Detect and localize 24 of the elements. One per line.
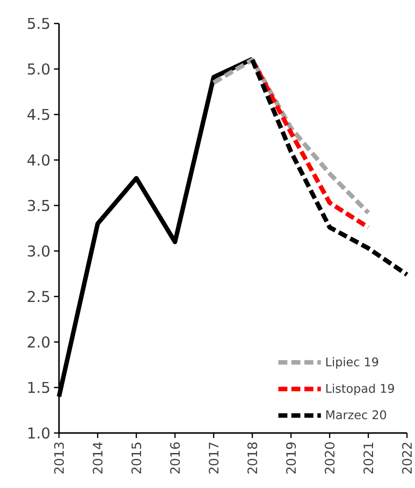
legend-label: Lipiec 19 — [326, 357, 378, 369]
x-tick-label: 2018 — [247, 442, 258, 474]
x-tick-label: 2020 — [324, 442, 335, 474]
x-tick-label: 2014 — [92, 442, 103, 474]
y-tick-label: 4.0 — [27, 154, 50, 166]
x-tick-label: 2013 — [54, 442, 64, 474]
y-tick-label: 3.5 — [28, 200, 50, 212]
y-tick-label: 5.5 — [28, 18, 50, 30]
legend-label: Listopad 19 — [326, 384, 394, 396]
x-tick-label: 2019 — [286, 442, 296, 474]
y-tick-label: 1.0 — [28, 427, 50, 439]
x-tick-label: 2016 — [170, 442, 180, 474]
x-tick-label: 2017 — [208, 442, 219, 474]
legend-label: Marzec 20 — [326, 410, 386, 420]
x-tick-label: 2015 — [131, 442, 142, 474]
y-tick-label: 3.0 — [28, 245, 50, 257]
y-tick-label: 1.5 — [28, 382, 50, 394]
x-tick-label: 2021 — [363, 442, 374, 474]
y-tick-label: 2.0 — [28, 336, 50, 348]
x-tick-label: 2022 — [402, 442, 412, 474]
y-tick-label: 4.5 — [27, 108, 50, 120]
y-tick-label: 5.0 — [28, 63, 50, 75]
y-tick-label: 2.5 — [28, 290, 50, 302]
line-series — [211, 58, 371, 216]
